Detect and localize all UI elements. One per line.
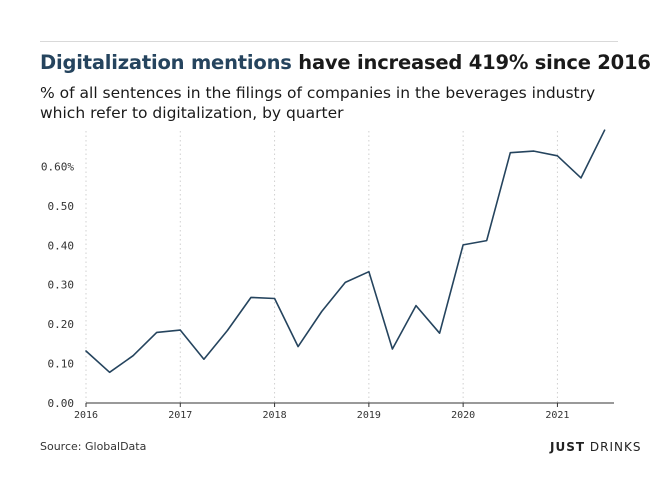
title-rest: have increased 419% since 2016: [291, 51, 651, 74]
y-axis: 0.00 0.10 0.20 0.30 0.40 0.50 0.60%: [41, 160, 74, 410]
series-line: [85, 129, 606, 374]
x-tick-label: 2016: [74, 410, 98, 421]
x-axis: 2016 2017 2018 2019 2020 2021: [74, 402, 614, 421]
y-tick-label: 0.00: [48, 397, 75, 410]
y-tick-label: 0.60%: [41, 160, 74, 173]
brand-logo: JUST DRINKS: [550, 440, 641, 454]
x-tick-label: 2021: [545, 410, 569, 421]
x-tick-label: 2019: [357, 410, 381, 421]
y-tick-label: 0.10: [48, 358, 75, 371]
series-layer: [85, 129, 606, 374]
y-tick-label: 0.30: [48, 279, 75, 292]
source-note: Source: GlobalData: [40, 440, 147, 453]
x-tick-label: 2018: [263, 410, 287, 421]
vertical-gridlines: [85, 131, 558, 403]
chart-subtitle: % of all sentences in the filings of com…: [40, 84, 596, 122]
title-highlight: Digitalization mentions: [40, 51, 292, 74]
chart-title: Digitalization mentions have increased 4…: [40, 51, 651, 74]
y-tick-label: 0.40: [48, 239, 75, 252]
brand-bold: JUST: [550, 440, 586, 454]
y-tick-label: 0.20: [48, 318, 75, 331]
x-tick-label: 2017: [168, 410, 192, 421]
brand-thin: DRINKS: [585, 440, 642, 454]
x-tick-label: 2020: [451, 410, 475, 421]
top-rule: [40, 41, 618, 42]
y-tick-label: 0.50: [48, 200, 75, 213]
